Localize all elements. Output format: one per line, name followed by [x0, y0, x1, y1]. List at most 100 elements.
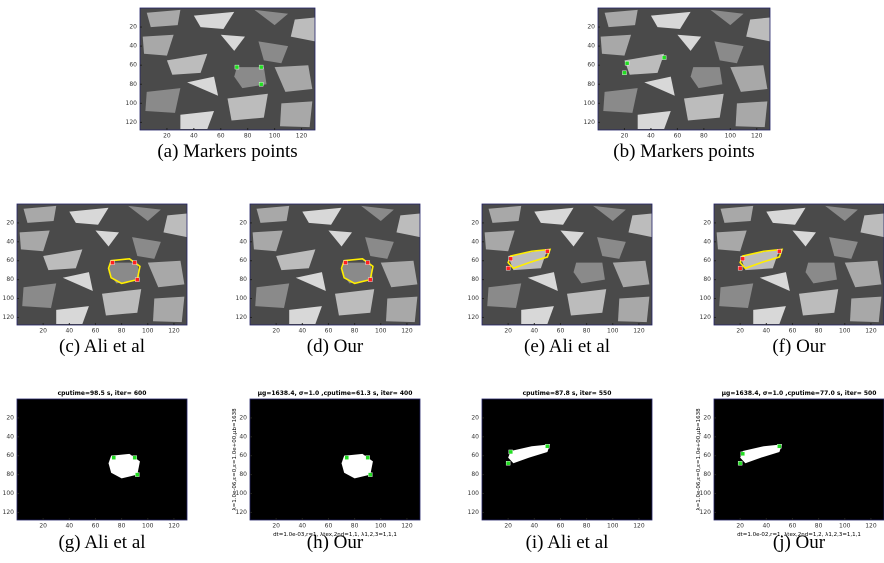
y-tick-label: 80 — [587, 81, 595, 88]
marker — [738, 461, 742, 465]
y-tick-label: 20 — [471, 414, 479, 421]
marker — [366, 456, 370, 460]
rock — [145, 88, 180, 113]
caption: (a) Markers points — [157, 141, 297, 162]
y-tick-label: 40 — [6, 238, 14, 245]
y-tick-label: 80 — [471, 276, 479, 283]
image — [17, 204, 187, 325]
marker — [135, 278, 139, 282]
x-tick-label: 60 — [217, 133, 225, 140]
x-tick-label: 60 — [92, 328, 100, 335]
y-tick-label: 20 — [129, 24, 137, 31]
marker — [343, 261, 347, 265]
x-tick-label: 80 — [244, 133, 252, 140]
panel: 2040608010012020406080100120μg=1638.4, σ… — [696, 390, 884, 553]
marker — [345, 456, 349, 460]
x-tick-label: 20 — [39, 523, 47, 530]
image — [714, 399, 884, 520]
x-tick-label: 120 — [633, 523, 645, 530]
image-bg — [17, 399, 187, 520]
x-tick-label: 100 — [607, 328, 619, 335]
rock — [22, 283, 56, 308]
y-tick-label: 40 — [703, 238, 711, 245]
rock — [618, 297, 649, 323]
x-tick-label: 100 — [269, 133, 281, 140]
y-tick-label: 40 — [129, 43, 137, 50]
rock — [255, 283, 289, 308]
marker — [368, 473, 372, 477]
x-tick-label: 20 — [504, 328, 512, 335]
panel: 2040608010012020406080100120(c) Ali et a… — [3, 204, 187, 357]
x-tick-label: 40 — [762, 328, 770, 335]
y-tick-label: 100 — [468, 490, 480, 497]
rock — [736, 101, 768, 127]
y-tick-label: 60 — [239, 452, 247, 459]
y-tick-label: 120 — [236, 314, 248, 321]
rock — [24, 206, 57, 223]
x-tick-label: 100 — [839, 523, 851, 530]
y-tick-label: 80 — [129, 81, 137, 88]
y-tick-label: 60 — [6, 257, 14, 264]
y-tick-label: 100 — [3, 490, 15, 497]
x-tick-label: 80 — [583, 523, 591, 530]
x-tick-label: 80 — [118, 328, 126, 335]
x-tick-label: 60 — [789, 328, 797, 335]
marker — [368, 278, 372, 282]
image — [482, 399, 652, 520]
y-tick-label: 40 — [587, 43, 595, 50]
caption: (g) Ali et al — [58, 532, 145, 553]
y-tick-label: 80 — [239, 276, 247, 283]
marker — [133, 456, 137, 460]
x-tick-label: 60 — [557, 328, 565, 335]
y-tick-label: 20 — [239, 219, 247, 226]
y-tick-label: 60 — [703, 257, 711, 264]
x-tick-label: 80 — [700, 133, 708, 140]
y-tick-label: 40 — [6, 433, 14, 440]
x-tick-label: 20 — [736, 328, 744, 335]
panel: 2040608010012020406080100120μg=1638.4, σ… — [232, 390, 420, 553]
marker — [133, 261, 137, 265]
caption: (e) Ali et al — [524, 336, 610, 357]
y-tick-label: 120 — [700, 314, 712, 321]
y-tick-label: 60 — [471, 257, 479, 264]
image-bg — [482, 399, 652, 520]
x-tick-label: 120 — [168, 328, 180, 335]
y-tick-label: 120 — [468, 509, 480, 516]
x-tick-label: 100 — [142, 523, 154, 530]
x-tick-label: 20 — [39, 328, 47, 335]
rock — [147, 10, 181, 27]
marker — [235, 65, 239, 69]
y-tick-label: 40 — [471, 433, 479, 440]
x-tick-label: 100 — [607, 523, 619, 530]
y-tick-label: 40 — [239, 433, 247, 440]
x-tick-label: 40 — [530, 328, 538, 335]
rock — [257, 206, 290, 223]
x-tick-label: 60 — [674, 133, 682, 140]
x-tick-label: 120 — [296, 133, 308, 140]
y-tick-label: 60 — [703, 452, 711, 459]
marker — [110, 261, 114, 265]
caption: (d) Our — [307, 336, 364, 357]
y-tick-label: 100 — [236, 295, 248, 302]
y-tick-label: 100 — [584, 100, 596, 107]
rock — [603, 88, 637, 113]
panel: 2040608010012020406080100120cputime=87.8… — [468, 390, 652, 553]
y-tick-label: 100 — [3, 295, 15, 302]
caption: (j) Our — [773, 532, 826, 553]
x-tick-label: 20 — [163, 133, 171, 140]
panel: 2040608010012020406080100120(f) Our — [700, 204, 884, 357]
caption: (h) Our — [307, 532, 364, 553]
y-tick-label: 80 — [6, 276, 14, 283]
panel-title: cputime=87.8 s, iter= 550 — [523, 390, 612, 397]
y-tick-label: 100 — [468, 295, 480, 302]
y-tick-label: 20 — [239, 414, 247, 421]
x-tick-label: 40 — [530, 523, 538, 530]
rock — [719, 283, 753, 308]
x-tick-label: 120 — [168, 523, 180, 530]
figure: 2040608010012020406080100120(a) Markers … — [0, 0, 884, 563]
y-label: λ=1.0e-06,ε=0,ε=1.0e+00,μb=1638 — [696, 408, 702, 511]
x-tick-label: 40 — [762, 523, 770, 530]
x-tick-label: 80 — [815, 523, 823, 530]
